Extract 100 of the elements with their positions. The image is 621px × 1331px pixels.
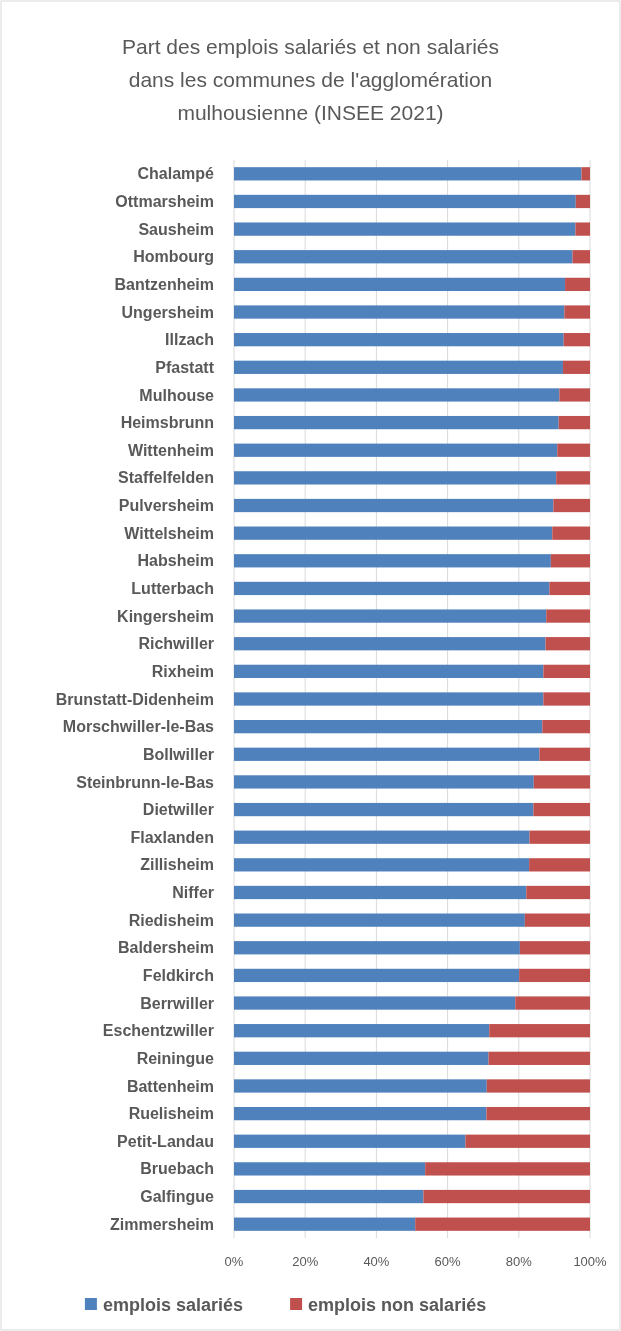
- x-tick-label: 80%: [505, 1254, 533, 1269]
- bar: [234, 692, 544, 706]
- y-tick-label: Zillisheim: [140, 856, 214, 874]
- y-tick-label: Pfastatt: [155, 358, 215, 376]
- x-tick-label: 100%: [573, 1254, 608, 1269]
- bar: [415, 1217, 590, 1231]
- bar: [234, 664, 544, 678]
- y-tick-label: Hombourg: [133, 248, 214, 266]
- bar: [234, 858, 530, 872]
- bar: [234, 415, 559, 430]
- y-tick-label: Chalampé: [137, 165, 215, 183]
- bar: [234, 167, 582, 181]
- bar: [562, 360, 590, 374]
- bar: [529, 858, 590, 872]
- bar: [542, 720, 590, 734]
- y-tick-label: Habsheim: [137, 552, 214, 570]
- y-tick-label: Ungersheim: [121, 303, 214, 321]
- x-tick-label: 20%: [292, 1254, 319, 1269]
- bar: [234, 305, 565, 319]
- bar: [486, 1079, 590, 1093]
- bar: [234, 775, 534, 789]
- bar: [234, 554, 551, 568]
- bar: [234, 194, 576, 209]
- x-tick-label: 40%: [363, 1254, 390, 1269]
- bar: [563, 333, 590, 347]
- bar: [564, 305, 590, 319]
- y-tick-label: Bantzenheim: [114, 275, 214, 293]
- bar: [486, 1106, 590, 1121]
- y-tick-label: Reiningue: [136, 1049, 215, 1067]
- y-tick-label: Wittelsheim: [124, 524, 214, 542]
- bar: [425, 1162, 590, 1176]
- bar: [234, 1189, 424, 1204]
- bar: [234, 637, 546, 651]
- bar: [524, 913, 590, 927]
- bar: [234, 968, 520, 983]
- bar: [234, 747, 540, 761]
- y-tick-label: Richwiller: [138, 635, 214, 653]
- y-tick-label: Heimsbrunn: [120, 414, 214, 432]
- bar: [234, 885, 527, 900]
- bar: [575, 222, 590, 236]
- y-tick-label: Galfingue: [140, 1188, 215, 1206]
- y-tick-label: Zimmersheim: [109, 1215, 214, 1233]
- y-tick-label: Kingersheim: [117, 607, 214, 625]
- bar: [234, 250, 573, 264]
- bar: [234, 941, 520, 955]
- bar: [575, 194, 590, 209]
- y-tick-label: Wittenheim: [127, 441, 214, 459]
- y-tick-label: Ruelisheim: [128, 1105, 214, 1123]
- y-tick-label: Lutterbach: [131, 580, 214, 598]
- y-tick-label: Pulversheim: [118, 497, 214, 515]
- bar: [526, 885, 590, 900]
- y-tick-label: Steinbrunn-le-Bas: [76, 773, 215, 791]
- bar: [572, 250, 590, 264]
- y-tick-label: Feldkirch: [142, 967, 214, 985]
- bar: [234, 277, 566, 292]
- bar: [533, 802, 590, 817]
- bar: [234, 443, 558, 457]
- bar: [519, 968, 590, 983]
- bar: [549, 581, 590, 596]
- y-tick-label: Flaxlanden: [130, 828, 214, 846]
- bar: [234, 222, 576, 236]
- bar: [234, 802, 534, 817]
- y-tick-label: Sausheim: [138, 220, 214, 238]
- bar: [565, 277, 590, 292]
- y-tick-label: Petit-Landau: [117, 1132, 214, 1150]
- y-tick-label: Battenheim: [126, 1077, 214, 1095]
- bar: [234, 913, 525, 927]
- bar: [234, 1024, 490, 1038]
- bar: [556, 471, 590, 485]
- bar: [234, 830, 530, 844]
- y-tick-label: Bollwiller: [142, 745, 214, 763]
- bar: [581, 167, 590, 181]
- bar: [557, 443, 590, 457]
- bar: [234, 471, 557, 485]
- bar: [543, 692, 590, 706]
- bar: [234, 360, 563, 374]
- bar: [234, 1079, 487, 1093]
- bar: [558, 415, 590, 430]
- bar: [489, 1024, 590, 1038]
- y-tick-label: Mulhouse: [139, 386, 215, 404]
- bar: [465, 1134, 590, 1148]
- bar: [234, 581, 550, 596]
- y-tick-label: Riedisheim: [128, 911, 214, 929]
- y-tick-label: Eschentzwiller: [102, 1022, 214, 1040]
- bar: [234, 1051, 489, 1065]
- y-tick-label: Niffer: [172, 884, 214, 902]
- y-tick-label: Berrwiller: [140, 994, 214, 1012]
- bar: [234, 720, 543, 734]
- bar: [234, 1134, 466, 1148]
- bar: [234, 526, 553, 540]
- chart-title: Part des emplois salariés et non salariés dans les communes de l'agglomération mulhousienne (INSEE 2021): [121, 35, 500, 124]
- bar: [533, 775, 590, 789]
- bar: [234, 1106, 487, 1121]
- bar: [234, 498, 554, 513]
- bar: [234, 388, 560, 402]
- bar: [546, 609, 590, 623]
- bar: [234, 1162, 426, 1176]
- y-tick-label: Morschwiller-le-Bas: [62, 718, 215, 736]
- y-tick-label: Bruebach: [140, 1160, 214, 1178]
- y-tick-label: Ottmarsheim: [115, 193, 214, 211]
